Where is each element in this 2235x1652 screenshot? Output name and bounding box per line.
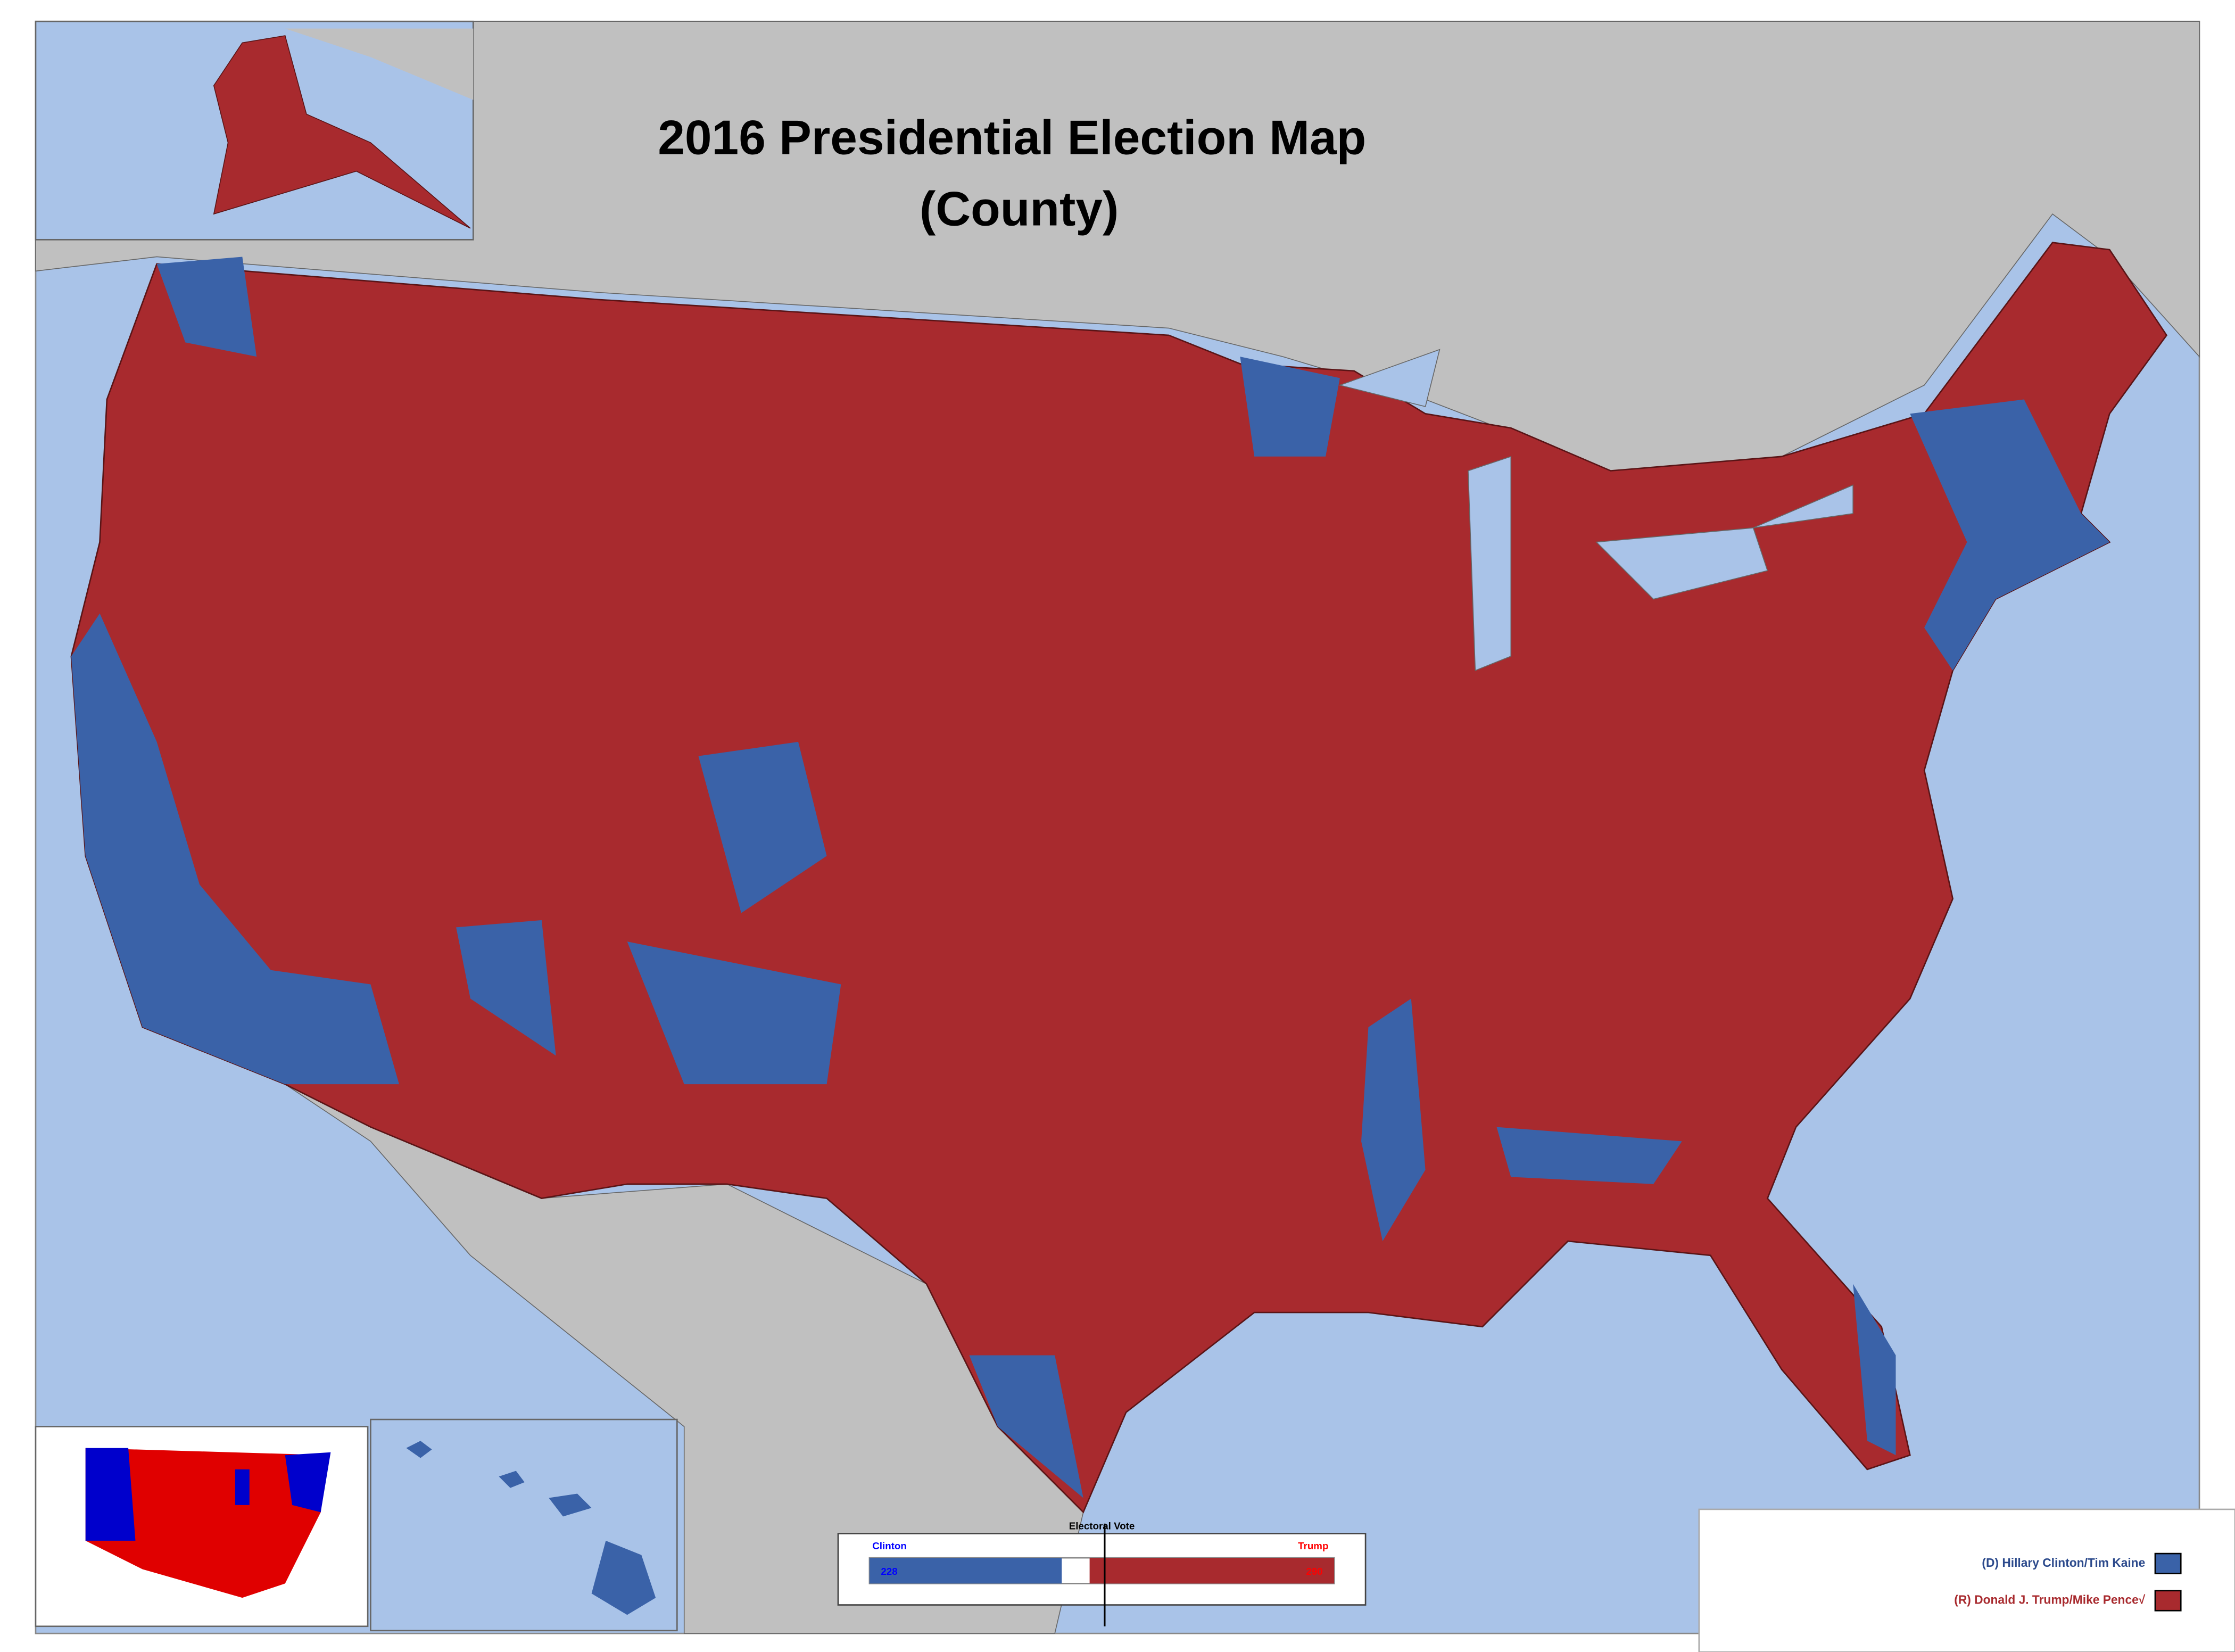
legend: (D) Hillary Clinton/Tim Kaine (R) Donald … (1954, 1552, 2182, 1612)
minimap-blue (85, 1448, 331, 1541)
legend-swatch (2154, 1552, 2182, 1574)
title-line-2: (County) (920, 182, 1119, 236)
alaska (213, 35, 471, 229)
vote-bar (869, 1558, 1062, 1584)
hawaii (406, 1441, 656, 1615)
title-line-1: 2016 Presidential Election Map (658, 111, 1366, 164)
black-belt-counties (1496, 1127, 1682, 1184)
legend-box (1698, 1508, 2235, 1652)
legend-swatch (2154, 1590, 2182, 1612)
electoral-vote-label: Electoral Vote (1069, 1520, 1135, 1531)
legend-label: (R) Donald J. Trump/Mike Pence√ (1954, 1593, 2145, 1607)
legend-label: (D) Hillary Clinton/Tim Kaine (1982, 1556, 2145, 1570)
candidate-name: Clinton (872, 1540, 907, 1551)
vote-count: 228 (881, 1566, 897, 1577)
washington-counties (156, 257, 257, 357)
new-mexico-counties (627, 941, 841, 1085)
northeast-counties (1910, 399, 2110, 671)
california-counties (71, 613, 399, 1085)
minnesota-counties (1240, 357, 1340, 457)
florida-counties (1853, 1284, 1896, 1456)
alaska-canada (57, 28, 474, 100)
arizona-counties (456, 920, 556, 1056)
colorado-counties (698, 741, 827, 913)
electoral-vote-bar: Clinton 228 Trump 290 (868, 1540, 1335, 1584)
minimap-red (85, 1448, 328, 1598)
candidate-name: Trump (1298, 1540, 1328, 1551)
vote-bar (1089, 1558, 1335, 1584)
texas-border-counties (969, 1355, 1083, 1498)
county-clusters (71, 257, 2110, 1498)
delta-counties (1361, 998, 1426, 1242)
great-lakes (1338, 349, 1853, 671)
vote-count: 290 (1306, 1566, 1322, 1577)
